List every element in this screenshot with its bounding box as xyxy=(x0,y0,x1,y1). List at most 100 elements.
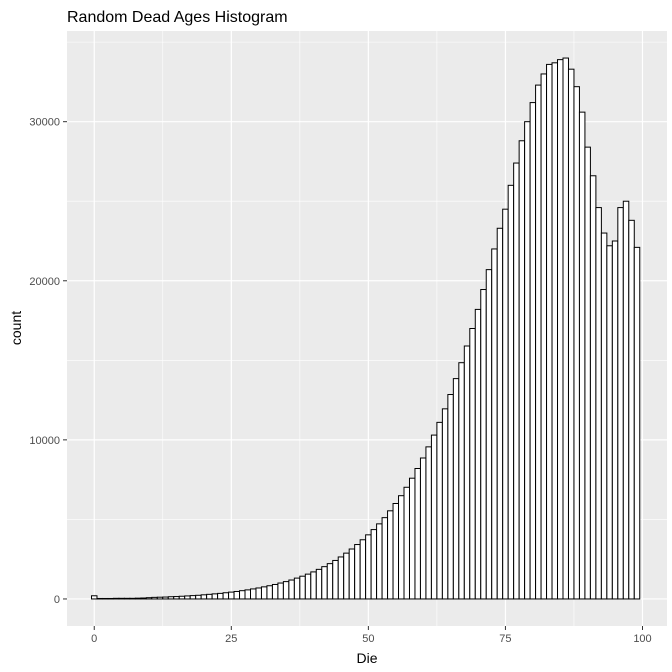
histogram-bar xyxy=(156,596,164,600)
histogram-bar xyxy=(381,517,389,600)
histogram-bar xyxy=(387,510,394,600)
histogram-bar xyxy=(326,563,334,600)
x-tick-label: 50 xyxy=(362,633,374,645)
histogram-bars xyxy=(91,57,641,600)
histogram-bar xyxy=(370,529,378,600)
histogram-bar xyxy=(524,121,531,600)
histogram-bar xyxy=(463,345,471,600)
histogram-bar xyxy=(496,227,504,600)
histogram-bar xyxy=(123,597,131,600)
histogram-bar xyxy=(617,207,624,600)
histogram-bar xyxy=(195,594,202,600)
histogram-bar xyxy=(255,587,262,600)
histogram-bar xyxy=(217,592,224,600)
x-tick-label: 0 xyxy=(91,633,97,645)
histogram-bar xyxy=(573,86,580,600)
histogram-bar xyxy=(578,111,586,600)
histogram-bar xyxy=(419,457,427,600)
y-tick-label: 30000 xyxy=(29,117,60,129)
histogram-bar xyxy=(447,394,454,600)
histogram-bar xyxy=(562,57,569,600)
histogram-bar xyxy=(633,246,641,600)
histogram-bar xyxy=(337,556,345,600)
histogram-bar xyxy=(293,577,301,600)
histogram-bar xyxy=(403,486,410,600)
histogram-bar xyxy=(452,378,460,600)
histogram-bar xyxy=(567,68,575,600)
histogram-bar xyxy=(392,503,400,600)
y-tick-label: 0 xyxy=(54,594,60,606)
histogram-bar xyxy=(600,232,608,600)
histogram-bar xyxy=(622,200,630,600)
histogram-bar xyxy=(184,595,191,600)
histogram-bar xyxy=(310,571,317,600)
histogram-bar xyxy=(151,596,158,600)
histogram-bar xyxy=(491,248,498,600)
histogram-bar xyxy=(145,597,153,600)
histogram-bar xyxy=(211,593,219,600)
y-axis-ticks: 0 10000 20000 30000 xyxy=(29,117,67,606)
histogram-bar xyxy=(425,446,432,600)
histogram-bar xyxy=(507,184,515,600)
x-axis-ticks: 0 25 50 75 100 xyxy=(91,626,652,645)
histogram-bar xyxy=(354,544,361,600)
histogram-bar xyxy=(540,73,548,600)
histogram-bar xyxy=(233,590,241,600)
histogram-bar xyxy=(584,146,591,600)
histogram-bar xyxy=(167,596,175,600)
histogram-bar xyxy=(408,477,416,600)
histogram-bar xyxy=(140,597,147,600)
histogram-bar xyxy=(222,592,230,600)
histogram-bar xyxy=(239,590,246,600)
histogram-bar xyxy=(288,579,295,600)
histogram-bar xyxy=(101,597,109,600)
x-axis-title: Die xyxy=(356,650,377,666)
histogram-bar xyxy=(376,523,383,600)
histogram-bar xyxy=(485,269,493,600)
histogram-bar xyxy=(535,84,542,600)
histogram-bar xyxy=(244,589,251,600)
x-tick-label: 25 xyxy=(225,633,237,645)
histogram-bar xyxy=(606,245,613,600)
histogram-bar xyxy=(277,582,284,600)
histogram-bar xyxy=(91,595,98,600)
histogram-bar xyxy=(200,594,208,600)
histogram-bar xyxy=(359,539,367,600)
histogram-bar xyxy=(529,102,537,600)
y-tick-label: 20000 xyxy=(29,276,60,288)
histogram-bar xyxy=(178,595,186,600)
histogram-bar xyxy=(228,591,235,600)
histogram-bar xyxy=(282,581,290,600)
histogram-bar xyxy=(441,408,449,600)
y-tick-label: 10000 xyxy=(29,435,60,447)
histogram-bar xyxy=(430,434,438,600)
histogram-bar xyxy=(436,421,443,600)
histogram-bar xyxy=(628,219,635,600)
histogram-bar xyxy=(480,289,487,600)
histogram-bar xyxy=(414,468,421,600)
histogram-bar xyxy=(458,362,465,600)
histogram-bar xyxy=(96,597,103,600)
histogram-bar xyxy=(321,566,328,600)
histogram-bar xyxy=(112,597,120,600)
histogram-bar xyxy=(118,597,125,600)
histogram-bar xyxy=(266,585,273,600)
histogram-bar xyxy=(513,162,520,600)
chart-title: Random Dead Ages Histogram xyxy=(67,9,288,26)
histogram-bar xyxy=(260,586,268,600)
histogram-bar xyxy=(546,63,553,600)
histogram-bar xyxy=(474,308,482,600)
histogram-bar xyxy=(611,240,619,600)
histogram-bar xyxy=(365,534,372,600)
histogram-bar xyxy=(551,62,559,600)
histogram-bar xyxy=(557,59,564,600)
histogram-bar xyxy=(189,595,197,600)
histogram-bar xyxy=(348,548,356,600)
histogram-bar xyxy=(304,573,312,600)
histogram-bar xyxy=(299,575,306,600)
histogram-bar xyxy=(129,597,136,600)
histogram-bar xyxy=(249,588,257,600)
y-axis-title: count xyxy=(8,311,24,345)
histogram-bar xyxy=(271,583,279,600)
